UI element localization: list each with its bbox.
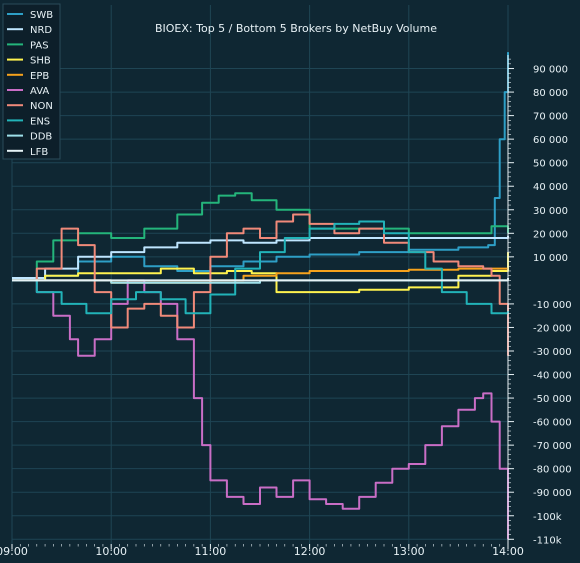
y-tick-label: 90 000 <box>533 65 568 76</box>
y-tick-label: 50 000 <box>533 159 568 170</box>
y-tick-label: -10 000 <box>533 300 572 311</box>
y-tick-label: 30 000 <box>533 206 568 217</box>
legend-label: SHB <box>30 56 51 67</box>
legend-label: AVA <box>30 86 49 97</box>
series-line-lfb <box>12 278 509 282</box>
legend-label: PAS <box>30 40 49 51</box>
y-tick-label: 80 000 <box>533 88 568 99</box>
x-tick-label: 09:00 <box>0 545 28 558</box>
x-axis: 09:00 10:00 11:00 12:00 13:00 14:00 <box>0 544 524 558</box>
x-tick-label: 13:00 <box>393 545 425 558</box>
series-lines <box>12 52 509 540</box>
legend-label: SWB <box>30 10 53 21</box>
y-tick-label: -40 000 <box>533 371 572 382</box>
y-tick-label: -50 000 <box>533 394 572 405</box>
x-tick-label: 10:00 <box>95 545 127 558</box>
legend-label: DDB <box>30 132 52 143</box>
series-line-non <box>12 213 509 356</box>
legend-label: LFB <box>30 147 48 158</box>
y-tick-label: -100k <box>533 512 562 523</box>
y-tick-label: -80 000 <box>533 465 572 476</box>
x-tick-label: 12:00 <box>294 545 326 558</box>
y-tick-label: -110k <box>533 535 562 546</box>
legend-label: ENS <box>30 116 50 127</box>
y-axis: 90 000 80 000 70 000 60 000 50 000 40 000 30 0… <box>507 55 572 546</box>
y-tick-label: 40 000 <box>533 182 568 193</box>
y-tick-label: 70 000 <box>533 112 568 123</box>
y-tick-label: -20 000 <box>533 323 572 334</box>
series-line-ava <box>12 279 509 540</box>
y-tick-label: -30 000 <box>533 347 572 358</box>
y-tick-label: 10 000 <box>533 253 568 264</box>
y-tick-label: -60 000 <box>533 418 572 429</box>
legend-label: EPB <box>30 71 49 82</box>
x-tick-label: 11:00 <box>195 545 227 558</box>
legend: SWB NRD PAS SHB EPB AVA NON ENS DDB LFB <box>2 3 61 160</box>
series-line-ens <box>12 220 509 315</box>
legend-label: NRD <box>30 25 52 36</box>
chart-title: BIOEX: Top 5 / Bottom 5 Brokers by NetBu… <box>155 22 437 35</box>
series-line-swb <box>12 52 509 282</box>
legend-label: NON <box>30 101 53 112</box>
y-tick-label: 60 000 <box>533 135 568 146</box>
y-tick-label: 20 000 <box>533 229 568 240</box>
y-tick-label: -90 000 <box>533 488 572 499</box>
x-tick-label: 14:00 <box>492 545 524 558</box>
series-line-nrd <box>12 235 509 279</box>
y-tick-label: -70 000 <box>533 441 572 452</box>
